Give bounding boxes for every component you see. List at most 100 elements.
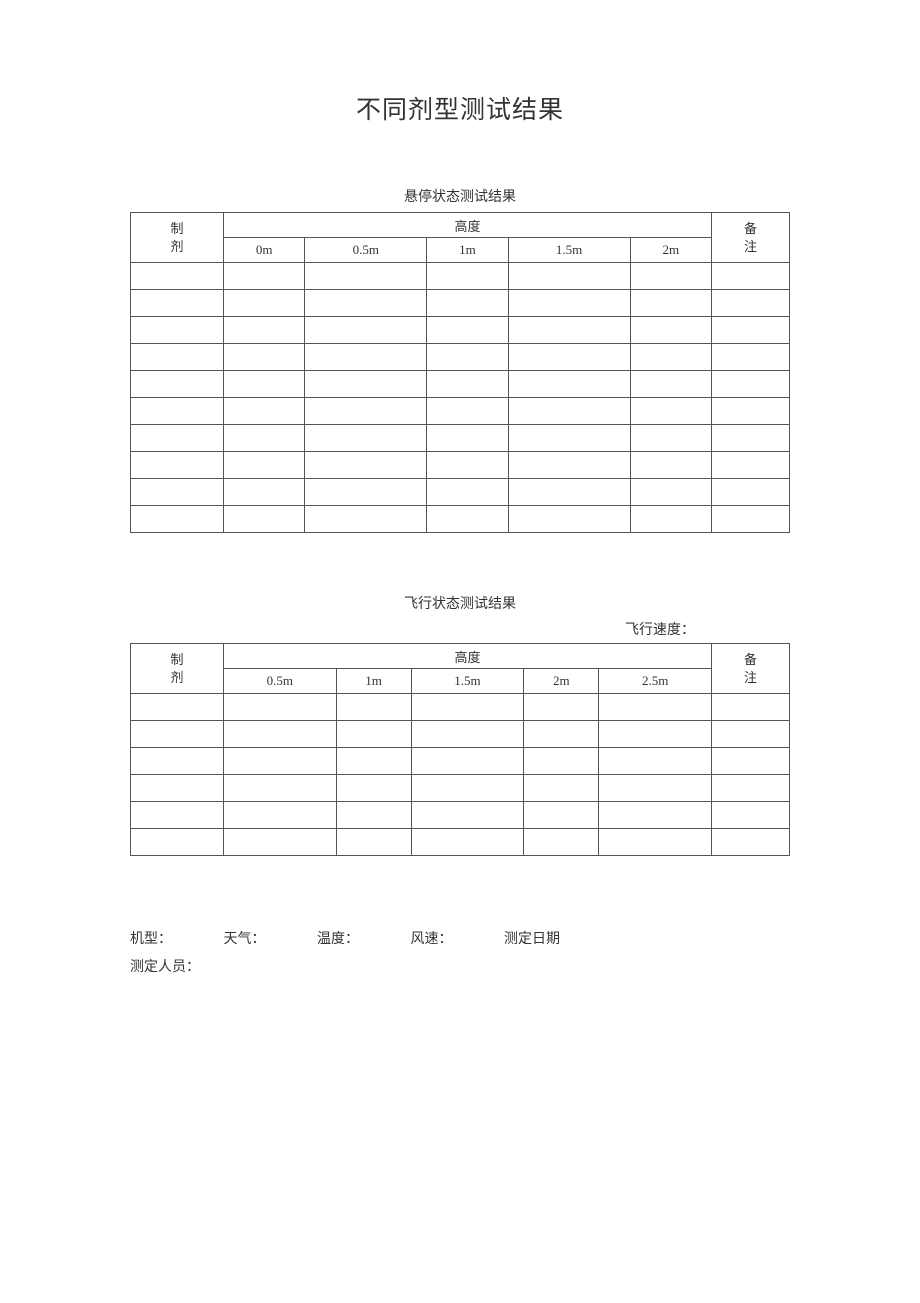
table1-col1-header: 制剂 (131, 213, 224, 263)
table-cell (131, 371, 224, 398)
table2-group-header: 高度 (224, 644, 712, 669)
table-cell (630, 290, 711, 317)
footer-date: 测定日期 (504, 926, 560, 954)
table-cell (131, 290, 224, 317)
table-cell (336, 748, 411, 775)
table-cell (524, 694, 599, 721)
table2-col1-header: 制剂 (131, 644, 224, 694)
flight-speed-label: 飞行速度： (130, 619, 790, 639)
footer-machine: 机型： (130, 926, 172, 954)
table-cell (712, 775, 790, 802)
table-row (131, 425, 790, 452)
table-cell (712, 452, 790, 479)
table-cell (630, 371, 711, 398)
table-cell (224, 317, 305, 344)
table-cell (524, 775, 599, 802)
table-cell (427, 506, 508, 533)
table-cell (630, 479, 711, 506)
table-cell (224, 506, 305, 533)
table-cell (305, 425, 427, 452)
table-cell (224, 425, 305, 452)
table-cell (508, 317, 630, 344)
table-row (131, 263, 790, 290)
table-cell (224, 344, 305, 371)
table-cell (305, 479, 427, 506)
table-cell (131, 506, 224, 533)
table-cell (131, 479, 224, 506)
main-title: 不同剂型测试结果 (130, 90, 790, 126)
table2-header-row2: 0.5m 1m 1.5m 2m 2.5m (131, 669, 790, 694)
flight-test-table: 制剂 高度 备注 0.5m 1m 1.5m 2m 2.5m (130, 643, 790, 856)
table-row (131, 775, 790, 802)
table-cell (131, 398, 224, 425)
table-cell (712, 694, 790, 721)
table-cell (599, 802, 712, 829)
table-cell (305, 506, 427, 533)
table-cell (131, 317, 224, 344)
table-cell (630, 425, 711, 452)
table-row (131, 452, 790, 479)
table-cell (599, 748, 712, 775)
table-cell (224, 398, 305, 425)
table-cell (712, 425, 790, 452)
table-cell (336, 802, 411, 829)
table-cell (336, 775, 411, 802)
table-row (131, 344, 790, 371)
table-cell (508, 479, 630, 506)
table-cell (305, 290, 427, 317)
table1-group-header: 高度 (224, 213, 712, 238)
table-cell (524, 748, 599, 775)
table2-last-header: 备注 (712, 644, 790, 694)
table-cell (712, 721, 790, 748)
table-cell (524, 829, 599, 856)
table-row (131, 398, 790, 425)
table-cell (599, 829, 712, 856)
table-cell (411, 721, 524, 748)
table-cell (427, 479, 508, 506)
document-page: 不同剂型测试结果 悬停状态测试结果 制剂 高度 备注 0m 0.5m 1m 1.… (0, 0, 920, 982)
table-cell (508, 263, 630, 290)
table-cell (411, 748, 524, 775)
footer-row-1: 机型： 天气： 温度： 风速： 测定日期 (130, 926, 790, 954)
table-cell (508, 371, 630, 398)
table-cell (630, 263, 711, 290)
table-cell (712, 317, 790, 344)
table1-header-row2: 0m 0.5m 1m 1.5m 2m (131, 238, 790, 263)
table-cell (712, 371, 790, 398)
table-cell (508, 506, 630, 533)
table2-col-0: 0.5m (224, 669, 337, 694)
table-cell (131, 452, 224, 479)
footer-row-2: 测定人员： (130, 954, 790, 982)
table1-last-header: 备注 (712, 213, 790, 263)
table1-col-0: 0m (224, 238, 305, 263)
table-cell (630, 317, 711, 344)
table2-col-1: 1m (336, 669, 411, 694)
table-cell (224, 802, 337, 829)
table-cell (411, 775, 524, 802)
footer-wind: 风速： (411, 926, 453, 954)
table2-body (131, 694, 790, 856)
table-cell (411, 802, 524, 829)
table-cell (131, 263, 224, 290)
table-cell (524, 721, 599, 748)
table-cell (524, 802, 599, 829)
table-cell (224, 479, 305, 506)
table-cell (630, 344, 711, 371)
table-cell (630, 506, 711, 533)
table-cell (712, 479, 790, 506)
footer-temperature: 温度： (317, 926, 359, 954)
table-cell (411, 694, 524, 721)
table-cell (131, 721, 224, 748)
table-row (131, 829, 790, 856)
table-cell (224, 290, 305, 317)
table-cell (599, 694, 712, 721)
footer-block: 机型： 天气： 温度： 风速： 测定日期 测定人员： (130, 926, 790, 982)
table-cell (336, 721, 411, 748)
table-cell (224, 452, 305, 479)
table-cell (131, 344, 224, 371)
table2-header-row1: 制剂 高度 备注 (131, 644, 790, 669)
table-cell (131, 425, 224, 452)
table-cell (427, 452, 508, 479)
table1-body (131, 263, 790, 533)
table2-col-2: 1.5m (411, 669, 524, 694)
